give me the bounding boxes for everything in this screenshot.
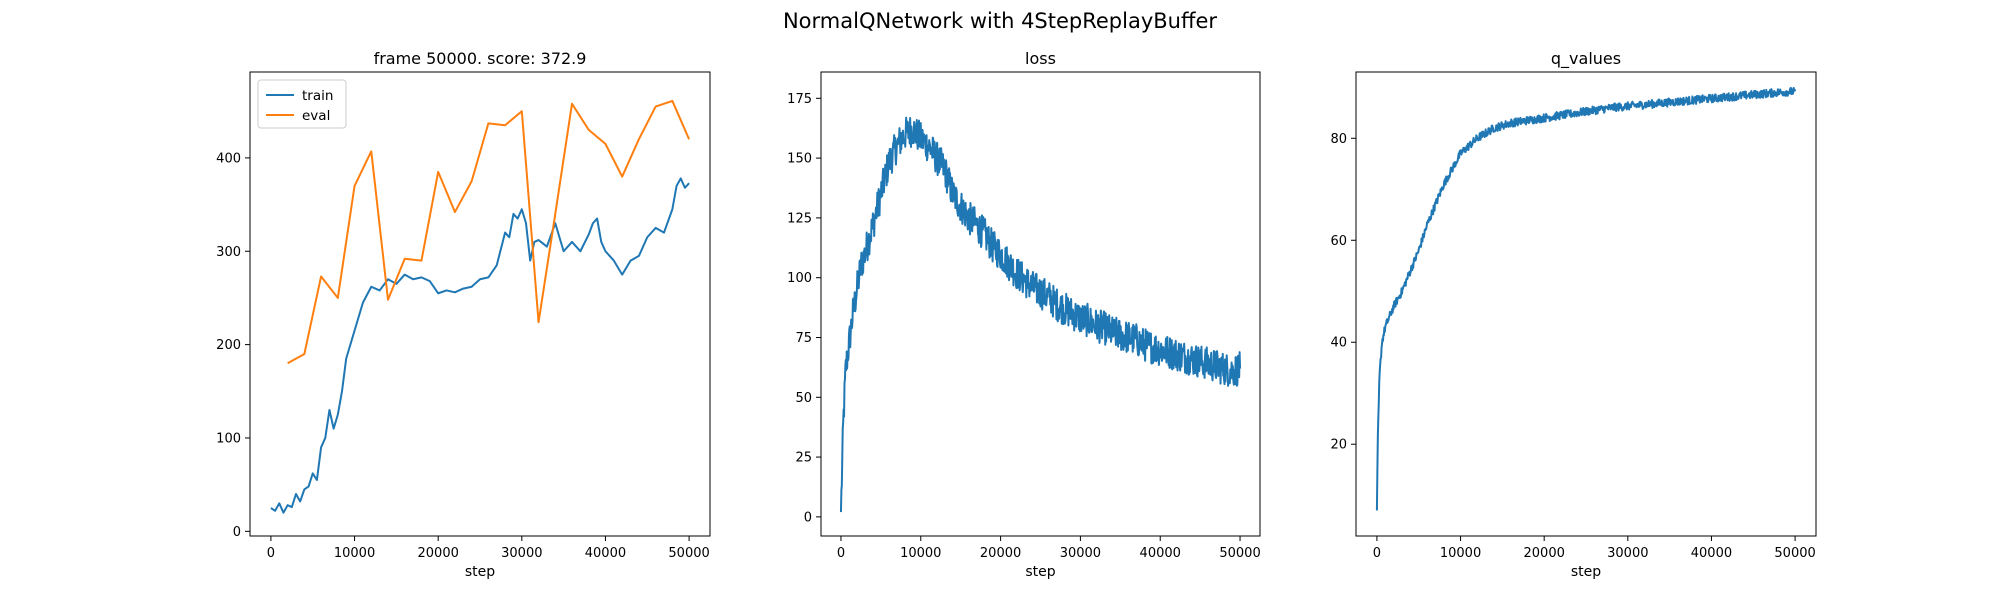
y-tick-label: 75 xyxy=(795,331,812,346)
plot-area xyxy=(839,116,1242,513)
axes-frame xyxy=(249,71,711,537)
x-tick-label: 50000 xyxy=(1219,546,1260,561)
subplot-title: q_values xyxy=(1551,49,1621,69)
y-tick-label: 80 xyxy=(1330,132,1347,147)
x-tick-label: 10000 xyxy=(900,546,941,561)
x-tick-label: 40000 xyxy=(585,546,626,561)
x-tick-label: 40000 xyxy=(1691,546,1732,561)
y-tick-label: 40 xyxy=(1330,336,1347,351)
plot-area xyxy=(270,99,691,514)
plot-area xyxy=(1375,86,1797,511)
y-tick-label: 100 xyxy=(216,431,241,446)
y-tick-label: 150 xyxy=(787,152,812,167)
y-tick-label: 300 xyxy=(216,245,241,260)
figure-title: NormalQNetwork with 4StepReplayBuffer xyxy=(783,9,1217,33)
x-axis-label: step xyxy=(1571,564,1601,580)
legend-label-eval: eval xyxy=(302,108,330,124)
series-line-eval xyxy=(287,99,691,365)
x-tick-label: 30000 xyxy=(1060,546,1101,561)
series-line-loss xyxy=(839,116,1242,513)
subplot-2: loss 0 10000 20000 30000 40000 50000 0 25 50 75 100… xyxy=(787,49,1261,580)
x-tick-label: 20000 xyxy=(418,546,459,561)
x-tick-label: 0 xyxy=(1373,546,1381,561)
y-tick-label: 25 xyxy=(795,451,812,466)
x-tick-label: 20000 xyxy=(980,546,1021,561)
y-tick-label: 125 xyxy=(787,211,812,226)
series-line-train xyxy=(270,177,690,514)
y-tick-label: 200 xyxy=(216,338,241,353)
x-tick-label: 0 xyxy=(837,546,845,561)
x-tick-label: 30000 xyxy=(1607,546,1648,561)
x-tick-label: 10000 xyxy=(1440,546,1481,561)
subplot-title: loss xyxy=(1025,49,1056,68)
x-axis-label: step xyxy=(1025,564,1055,580)
x-tick-label: 50000 xyxy=(1774,546,1815,561)
y-tick-label: 20 xyxy=(1330,438,1347,453)
x-tick-label: 0 xyxy=(267,546,275,561)
x-axis-label: step xyxy=(465,564,495,580)
axes-frame xyxy=(820,71,1261,537)
legend-label-train: train xyxy=(302,88,333,104)
subplot-1: frame 50000. score: 372.90 10000 20000 3000… xyxy=(216,49,711,580)
series-line-q_values xyxy=(1375,86,1797,511)
legend: train eval xyxy=(257,79,347,129)
x-tick-label: 40000 xyxy=(1140,546,1181,561)
y-tick-label: 0 xyxy=(804,510,812,525)
subplot-title: frame 50000. score: 372.9 xyxy=(374,49,587,68)
y-tick-label: 400 xyxy=(216,151,241,166)
y-tick-label: 175 xyxy=(787,92,812,107)
y-tick-label: 60 xyxy=(1330,234,1347,249)
axes-frame xyxy=(1355,71,1817,537)
y-tick-label: 50 xyxy=(795,391,812,406)
subplot-3: q_values 0 10000 20000 30000 40000 50000 20 40 60… xyxy=(1330,49,1817,580)
y-tick-label: 100 xyxy=(787,271,812,286)
y-tick-label: 0 xyxy=(233,525,241,540)
x-tick-label: 50000 xyxy=(668,546,709,561)
x-tick-label: 20000 xyxy=(1524,546,1565,561)
x-tick-label: 30000 xyxy=(501,546,542,561)
x-tick-label: 10000 xyxy=(334,546,375,561)
